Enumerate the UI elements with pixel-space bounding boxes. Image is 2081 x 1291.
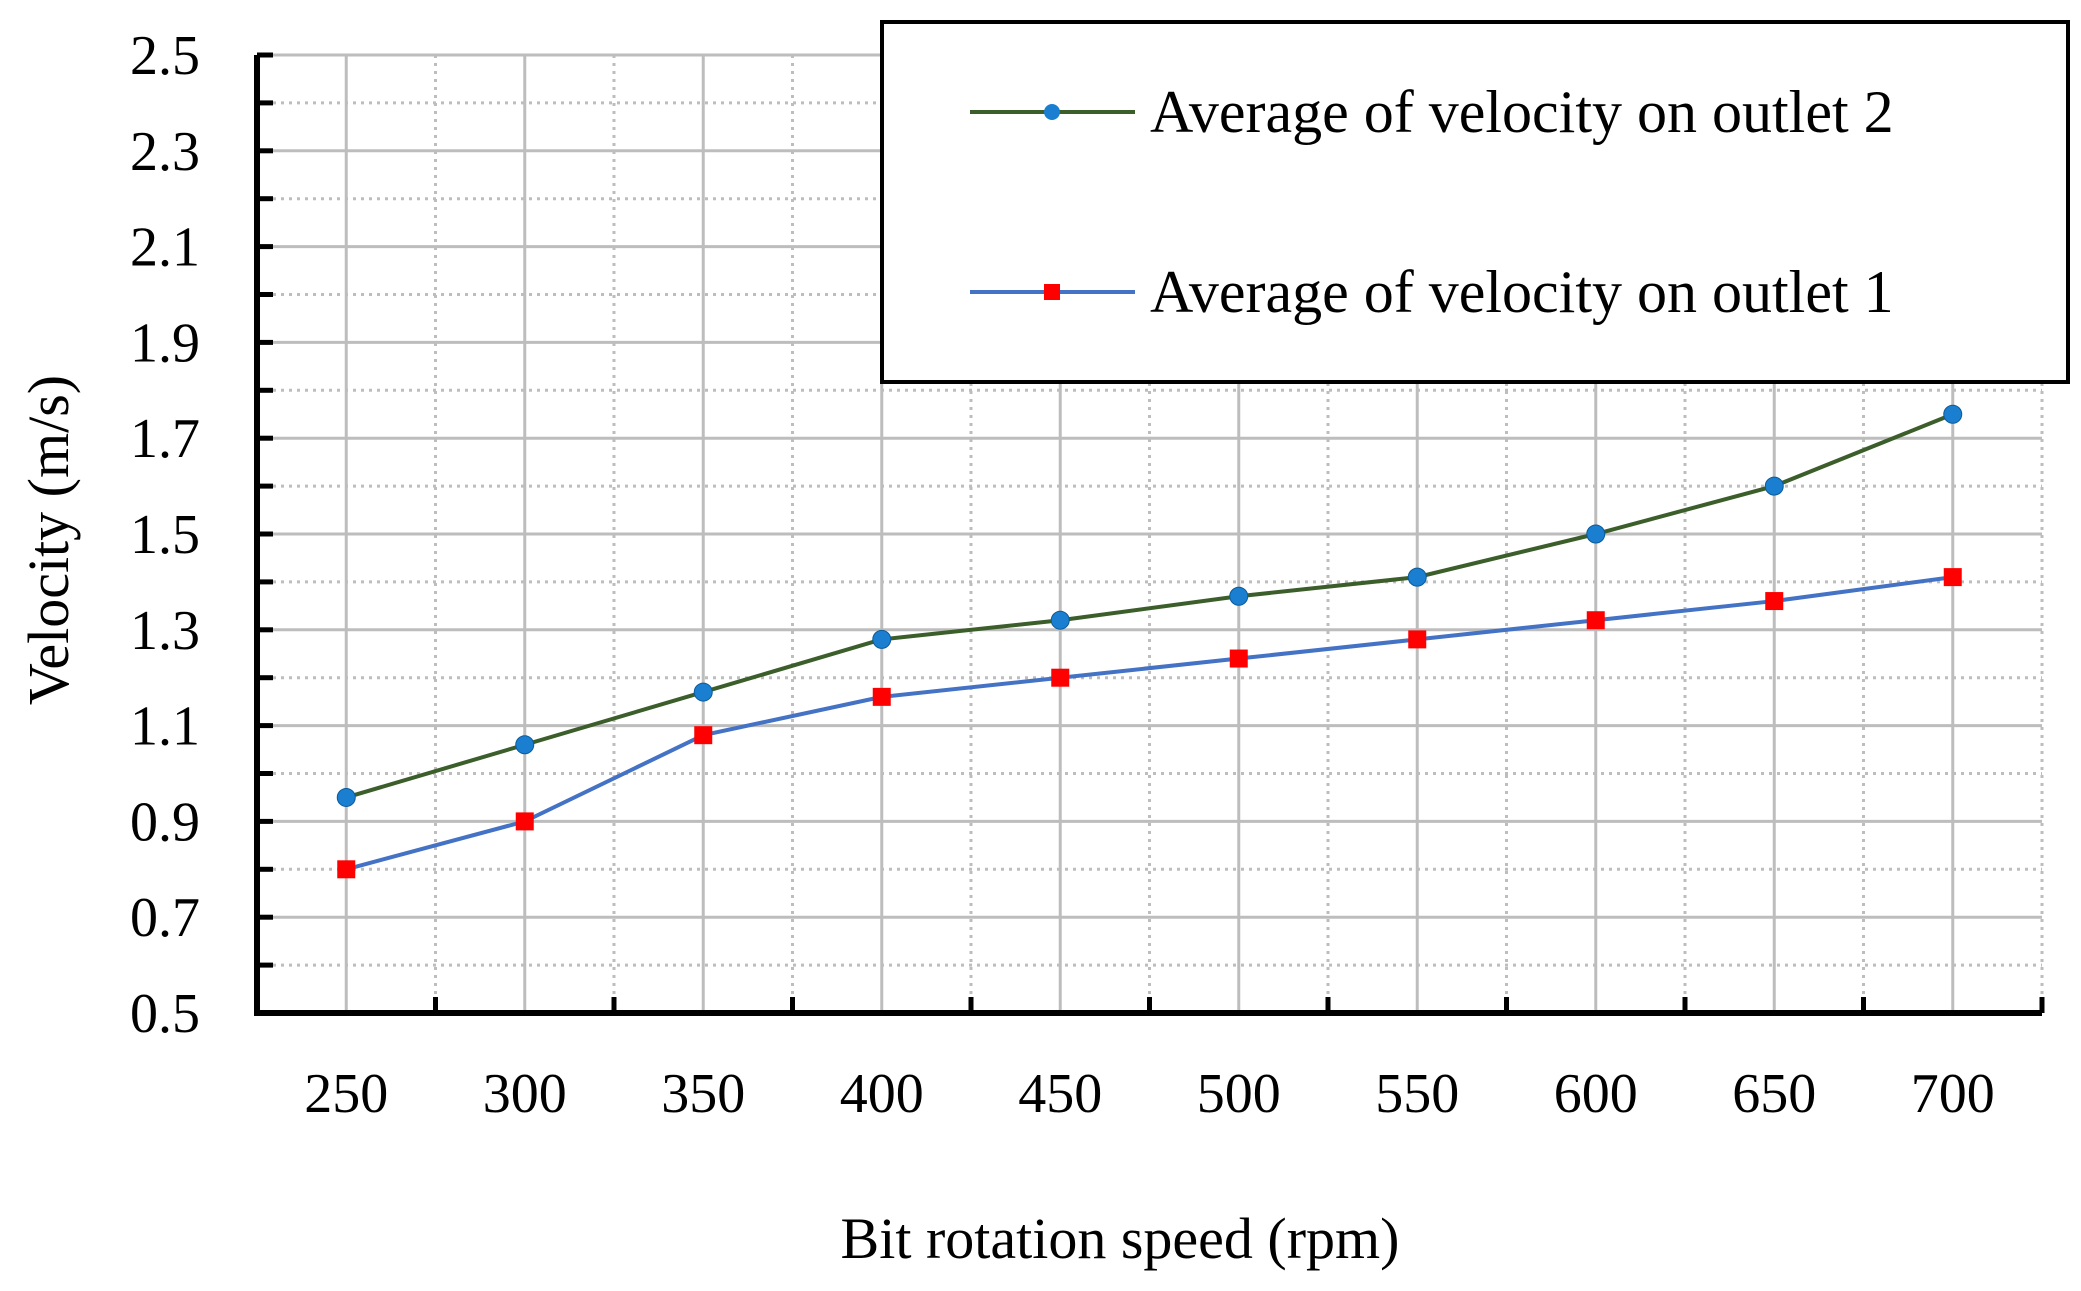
data-point [1765,592,1784,611]
data-point [1586,524,1606,544]
series-line-outlet-2 [345,412,1954,800]
data-point [1050,610,1070,630]
data-point [1586,611,1605,630]
x-tick-label: 250 [304,1063,388,1125]
y-tick-label: 2.5 [130,25,200,87]
y-tick-label: 1.5 [130,504,200,566]
x-tick-label: 400 [840,1063,924,1125]
x-tick-label: 300 [483,1063,567,1125]
data-point [872,629,892,649]
y-tick-label: 2.1 [130,217,200,279]
data-point [1407,567,1427,587]
legend: Average of velocity on outlet 2 Average … [880,20,2070,384]
data-point [515,735,535,755]
series-line-outlet-1 [345,575,1954,872]
data-point [1764,476,1784,496]
legend-marker-outlet-1 [1044,284,1060,300]
y-tick-label: 0.9 [130,791,200,853]
legend-label-outlet-2: Average of velocity on outlet 2 [1150,79,1894,145]
y-tick-label: 0.7 [130,887,200,949]
data-point [1408,630,1427,649]
x-tick-label: 550 [1375,1063,1459,1125]
data-point [1943,404,1963,424]
y-tick-label: 2.3 [130,121,200,183]
data-point [693,682,713,702]
tick-labels: 0.5 0.7 0.9 1.1 1.3 1.5 1.7 1.9 2.1 2.3 2.5 250 300 3… [130,25,1995,1125]
series-layer [336,404,1963,879]
x-tick-label: 700 [1911,1063,1995,1125]
data-point [694,726,713,745]
x-axis-title: Bit rotation speed (rpm) [841,1206,1400,1271]
x-tick-label: 500 [1197,1063,1281,1125]
axes [254,52,2045,1016]
data-point [1229,586,1249,606]
y-tick-label: 1.9 [130,312,200,374]
legend-box [880,20,2070,384]
data-point [515,812,534,831]
data-point [336,787,356,807]
x-tick-label: 650 [1732,1063,1816,1125]
y-tick-label: 0.5 [130,983,200,1045]
x-tick-label: 350 [661,1063,745,1125]
data-point [337,860,356,879]
data-point [872,687,891,706]
data-point [1051,668,1070,687]
data-point [1229,649,1248,668]
data-point [1943,568,1962,587]
legend-label-outlet-1: Average of velocity on outlet 1 [1150,259,1894,325]
y-tick-label: 1.3 [130,600,200,662]
y-tick-label: 1.1 [130,696,200,758]
x-tick-label: 600 [1554,1063,1638,1125]
y-axis-title: Velocity (m/s) [16,375,81,705]
x-tick-label: 450 [1018,1063,1102,1125]
legend-marker-outlet-2 [1044,104,1060,120]
y-tick-label: 1.7 [130,408,200,470]
